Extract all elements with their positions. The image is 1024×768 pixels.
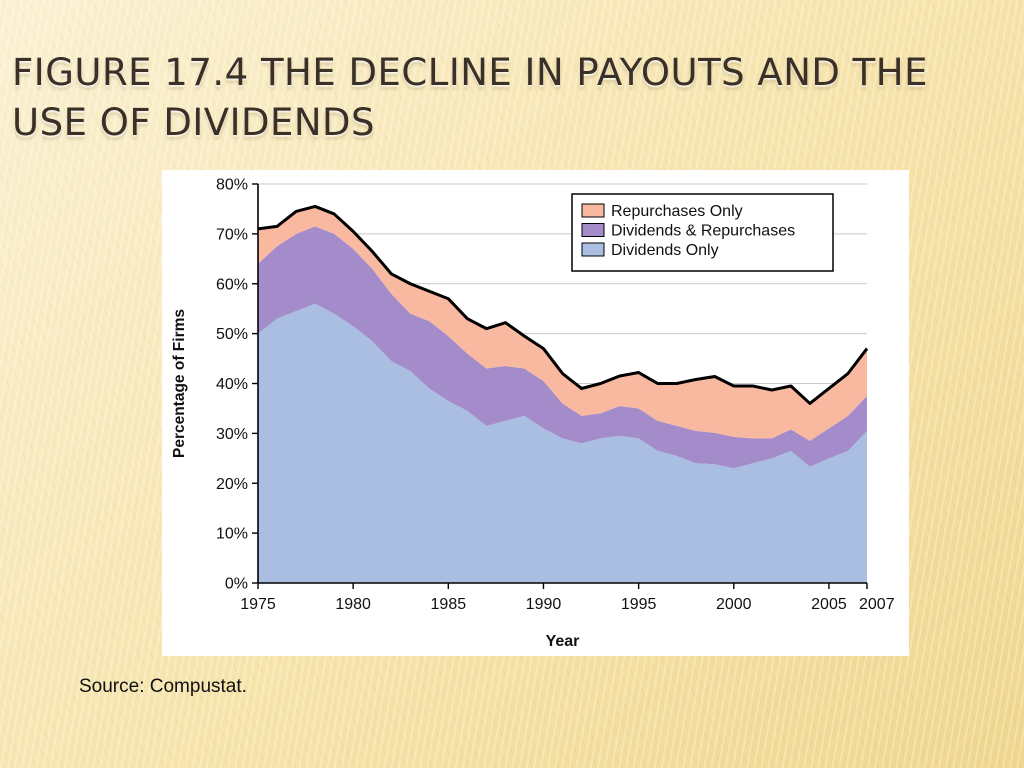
source-note: Source: Compustat. — [79, 676, 247, 697]
area-series-3 — [258, 206, 867, 441]
stacked-areas — [258, 206, 867, 583]
legend-label: Repurchases Only — [611, 203, 743, 220]
total-line — [257, 204, 869, 405]
x-tick-label: 1975 — [240, 596, 276, 613]
area-series-1 — [258, 303, 867, 583]
legend: Repurchases Only Dividends & Repurchases D… — [571, 193, 834, 272]
y-tick-label: 70% — [216, 226, 248, 243]
legend-label: Dividends Only — [611, 242, 719, 259]
y-tick-label: 20% — [216, 476, 248, 493]
area-series-2 — [258, 226, 867, 469]
x-tick-label: 1980 — [335, 596, 371, 613]
y-tick-label: 0% — [225, 576, 248, 593]
slide-title: Figure 17.4 The Decline in Payouts and t… — [12, 51, 928, 144]
x-tick-label: 1990 — [526, 596, 562, 613]
y-tick-label: 30% — [216, 426, 248, 443]
y-tick-label: 60% — [216, 276, 248, 293]
x-axis-label: Year — [546, 633, 580, 650]
legend-swatch — [581, 203, 605, 218]
legend-label: Dividends & Repurchases — [611, 223, 795, 240]
x-tick-label: 2000 — [716, 596, 752, 613]
y-axis-label: Percentage of Firms — [171, 309, 188, 458]
chart-panel: 0% 10% 20% 30% 40% 50% 60% 70% 80% 1975 1980 1985 1… — [162, 170, 909, 656]
legend-swatch — [581, 223, 605, 237]
x-tick-labels: 1975 1980 1985 1990 1995 2000 2005 2007 — [240, 583, 895, 613]
y-tick-label: 10% — [216, 526, 248, 543]
total-payout-line — [257, 204, 869, 405]
area-chart: 0%10%20%30%40%50%60%70%80% 1975 1980 1985 1… — [171, 177, 895, 651]
x-tick-label: 1985 — [431, 596, 467, 613]
x-tick-label: 1995 — [621, 596, 657, 613]
y-tick-label: 50% — [216, 326, 248, 343]
x-tick-label: 2007 — [859, 596, 895, 613]
legend-box — [571, 193, 834, 272]
y-tick-labels: 0% 10% 20% 30% 40% 50% 60% 70% 80% — [216, 177, 258, 593]
legend-swatch — [581, 242, 605, 257]
y-tick-label: 80% — [216, 177, 248, 194]
x-tick-label: 2005 — [811, 596, 847, 613]
y-tick-label: 40% — [216, 376, 248, 393]
